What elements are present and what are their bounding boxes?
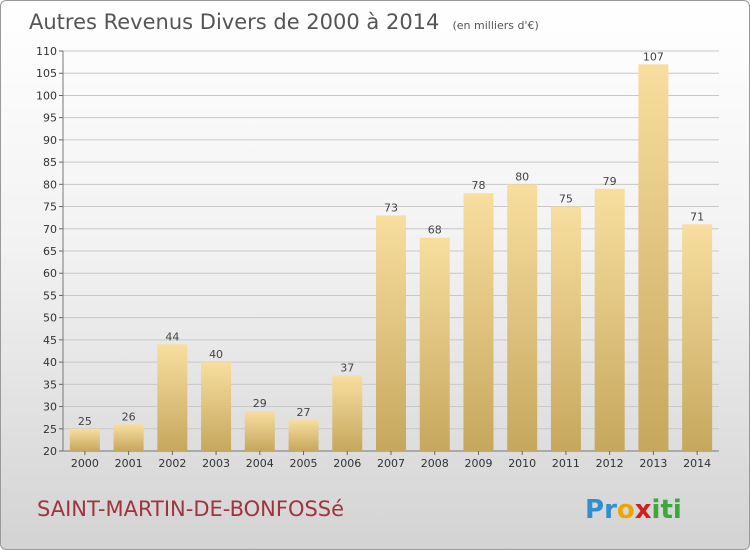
x-tick-label: 2014	[683, 457, 711, 470]
chart-title-unit: (en milliers d'€)	[453, 19, 539, 32]
value-label: 79	[603, 175, 617, 188]
y-tick-label: 110	[36, 45, 57, 58]
bar	[638, 64, 669, 452]
y-tick-label: 60	[43, 267, 57, 280]
x-tick-label: 2007	[377, 457, 405, 470]
bar	[507, 184, 538, 452]
y-tick-label: 65	[43, 245, 57, 258]
value-label: 68	[428, 224, 442, 237]
logo-letter: P	[585, 495, 604, 525]
value-label: 78	[471, 179, 485, 192]
x-tick-label: 2011	[552, 457, 580, 470]
value-label: 26	[122, 410, 136, 423]
x-tick-label: 2005	[290, 457, 318, 470]
x-tick-label: 2010	[508, 457, 536, 470]
value-labels: 25 26 44 40 29 27 37 73 68 78 80 75 79 107 71	[78, 50, 704, 427]
y-tick-label: 95	[43, 112, 57, 125]
value-label: 27	[297, 406, 311, 419]
bars	[69, 64, 713, 452]
y-tick-label: 75	[43, 201, 57, 214]
value-label: 107	[643, 50, 664, 63]
value-label: 73	[384, 201, 398, 214]
logo-letter: i	[673, 495, 682, 525]
logo-letter: r	[604, 495, 617, 525]
y-tick-label: 80	[43, 178, 57, 191]
y-tick-label: 70	[43, 223, 57, 236]
y-tick-label: 20	[43, 445, 57, 458]
y-tick-label: 50	[43, 312, 57, 325]
y-tick-label: 40	[43, 356, 57, 369]
logo-letter: t	[660, 495, 672, 525]
proxiti-logo: Proxiti	[585, 495, 682, 525]
logo-letter: i	[652, 495, 661, 525]
bar	[550, 206, 581, 451]
y-tick-label: 30	[43, 401, 57, 414]
bar	[332, 375, 363, 451]
y-tick-label: 100	[36, 89, 57, 102]
x-tick-label: 2004	[246, 457, 274, 470]
x-tick-label: 2003	[202, 457, 230, 470]
x-tick-label: 2008	[421, 457, 449, 470]
bar	[419, 237, 450, 451]
y-tick-labels: 20 25 30 35 40 45 50 55 60 65 70 75 80 85 90 95 100 105 11…	[36, 45, 57, 458]
x-tick-label: 2013	[639, 457, 667, 470]
bar	[682, 224, 713, 451]
bar	[376, 215, 406, 451]
value-label: 75	[559, 193, 573, 206]
x-tick-labels: 2000 2001 2002 2003 2004 2005 2006 2007 2008 2009…	[71, 451, 711, 470]
chart-title-main: Autres Revenus Divers de 2000 à 2014	[29, 10, 439, 34]
y-tick-label: 55	[43, 289, 57, 302]
bar	[288, 419, 319, 451]
value-label: 29	[253, 397, 267, 410]
bar	[594, 188, 625, 451]
x-tick-label: 2000	[71, 457, 99, 470]
logo-letter: o	[617, 495, 635, 525]
y-tick-label: 85	[43, 156, 57, 169]
value-label: 40	[209, 348, 223, 361]
bar	[244, 411, 275, 451]
bar	[69, 428, 100, 451]
chart-title: Autres Revenus Divers de 2000 à 2014 (en…	[29, 10, 539, 34]
y-tick-label: 105	[36, 67, 57, 80]
commune-name: SAINT-MARTIN-DE-BONFOSSé	[37, 497, 344, 521]
bar	[157, 344, 188, 451]
bar	[463, 193, 494, 451]
x-tick-label: 2006	[333, 457, 361, 470]
y-tick-label: 90	[43, 134, 57, 147]
value-label: 25	[78, 415, 92, 428]
logo-letter: x	[635, 495, 652, 525]
value-label: 80	[515, 170, 529, 183]
x-tick-label: 2002	[158, 457, 186, 470]
y-tick-label: 35	[43, 378, 57, 391]
x-tick-label: 2009	[464, 457, 492, 470]
bar	[113, 424, 144, 451]
value-label: 37	[340, 361, 354, 374]
y-tick-label: 25	[43, 423, 57, 436]
x-tick-label: 2012	[596, 457, 624, 470]
x-tick-label: 2001	[115, 457, 143, 470]
y-tick-label: 45	[43, 334, 57, 347]
value-label: 44	[165, 330, 179, 343]
bar	[201, 362, 232, 451]
value-label: 71	[690, 210, 704, 223]
